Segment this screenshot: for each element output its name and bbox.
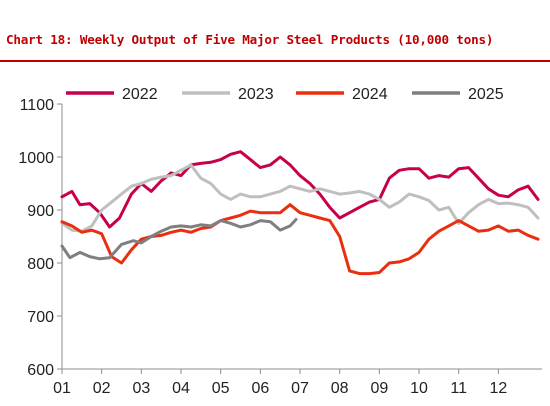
x-tick-label: 09: [370, 380, 388, 397]
series-line-2025: [60, 218, 298, 261]
x-tick-label: 02: [93, 380, 111, 397]
y-tick-label: 1000: [18, 150, 54, 167]
x-tick-label: 05: [212, 380, 230, 397]
series-line-2024: [60, 203, 540, 276]
x-tick-label: 07: [291, 380, 309, 397]
x-tick-label: 03: [132, 380, 150, 397]
x-tick-label: 10: [410, 380, 428, 397]
x-tick-label: 01: [53, 380, 71, 397]
y-tick-label: 1100: [20, 97, 55, 114]
title-bar: Chart 18: Weekly Output of Five Major St…: [0, 0, 550, 62]
x-tick-label: 04: [172, 380, 190, 397]
legend-label-2023: 2023: [238, 86, 274, 103]
x-tick-label: 08: [331, 380, 349, 397]
series-line-2023: [60, 163, 540, 233]
y-tick-label: 900: [27, 203, 54, 220]
x-tick-label: 12: [489, 380, 507, 397]
x-tick-label: 06: [251, 380, 269, 397]
x-tick-label: 11: [450, 380, 467, 397]
legend-label-2024: 2024: [352, 86, 388, 103]
legend-label-2022: 2022: [122, 86, 158, 103]
chart-title: Chart 18: Weekly Output of Five Major St…: [6, 32, 494, 47]
y-tick-label: 600: [27, 362, 54, 379]
y-tick-label: 800: [27, 256, 54, 273]
y-tick-label: 700: [27, 309, 54, 326]
title-rule: [0, 60, 550, 62]
legend-label-2025: 2025: [468, 86, 504, 103]
